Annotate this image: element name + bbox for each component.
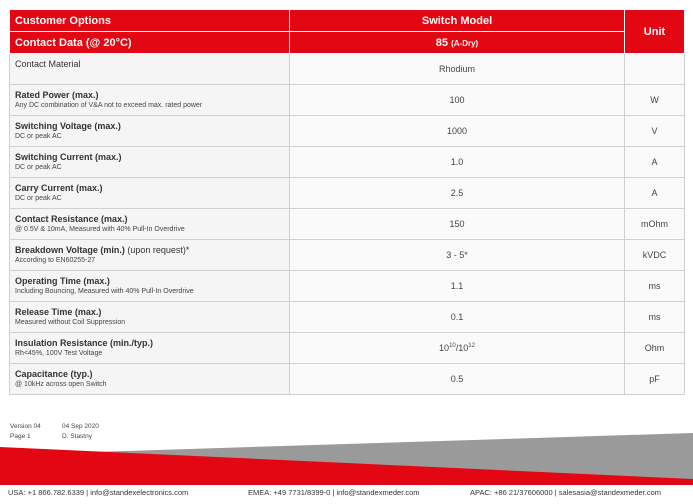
param-cell: Rated Power (max.) Any DC combination of… — [9, 84, 290, 116]
param-note: @ 10kHz across open Switch — [15, 381, 107, 388]
param-name-extra: (upon request)* — [124, 245, 190, 255]
customer-options-header: Customer Options — [9, 9, 290, 32]
table-row: Carry Current (max.) DC or peak AC 2.5 A — [9, 177, 685, 209]
value-cell: 1.1 — [289, 270, 625, 302]
param-name: Contact Resistance (max.) — [15, 214, 128, 224]
param-cell: Release Time (max.) Measured without Coi… — [9, 301, 290, 333]
param-name: Rated Power (max.) — [15, 90, 99, 100]
param-note: Including Bouncing, Measured with 40% Pu… — [15, 288, 194, 295]
value-base: 10 — [439, 343, 450, 353]
param-name: Carry Current (max.) — [15, 183, 103, 193]
param-note: @ 0.5V & 10mA, Measured with 40% Pull-In… — [15, 226, 185, 233]
table-row: Breakdown Voltage (min.) (upon request)*… — [9, 239, 685, 271]
table-row: Switching Voltage (max.) DC or peak AC 1… — [9, 115, 685, 147]
param-note: DC or peak AC — [15, 195, 62, 202]
unit-cell — [624, 53, 685, 85]
param-name: Release Time (max.) — [15, 307, 102, 317]
table-row: Contact Material Rhodium — [9, 53, 685, 85]
param-cell: Capacitance (typ.) @ 10kHz across open S… — [9, 363, 290, 395]
value-cell: 1010/1012 — [289, 332, 625, 364]
contact-data-header: Contact Data (@ 20°C) — [9, 31, 290, 54]
value-cell: 2.5 — [289, 177, 625, 209]
banner-red-fill — [0, 463, 470, 485]
table-row: Operating Time (max.) Including Bouncing… — [9, 270, 685, 302]
param-cell: Breakdown Voltage (min.) (upon request)*… — [9, 239, 290, 271]
table-row: Release Time (max.) Measured without Coi… — [9, 301, 685, 333]
value-cell: 1000 — [289, 115, 625, 147]
contact-emea: EMEA: +49 7731/8399-0 | info@standexmede… — [248, 488, 420, 497]
unit-cell: A — [624, 177, 685, 209]
page-label: Page 1 — [10, 433, 31, 440]
table-row: Insulation Resistance (min./typ.) Rh<45%… — [9, 332, 685, 364]
param-cell: Insulation Resistance (min./typ.) Rh<45%… — [9, 332, 290, 364]
model-number: 85 — [435, 36, 449, 49]
param-cell: Switching Current (max.) DC or peak AC — [9, 146, 290, 178]
value-cell: Rhodium — [289, 53, 625, 85]
unit-cell: ms — [624, 301, 685, 333]
param-cell: Carry Current (max.) DC or peak AC — [9, 177, 290, 209]
value-exponent: 10 — [449, 343, 456, 349]
table-row: Switching Current (max.) DC or peak AC 1… — [9, 146, 685, 178]
unit-cell: ms — [624, 270, 685, 302]
param-cell: Switching Voltage (max.) DC or peak AC — [9, 115, 290, 147]
author: D. Stastny — [62, 433, 92, 440]
param-name-wrap: Breakdown Voltage (min.) (upon request)* — [15, 244, 289, 256]
table-row: Capacitance (typ.) @ 10kHz across open S… — [9, 363, 685, 395]
param-cell: Contact Material — [9, 53, 290, 85]
param-cell: Operating Time (max.) Including Bouncing… — [9, 270, 290, 302]
document-meta: Version 04 04 Sep 2020 Page 1 D. Stastny — [10, 422, 99, 442]
version-label: Version 04 — [10, 423, 41, 430]
unit-cell: V — [624, 115, 685, 147]
unit-cell: A — [624, 146, 685, 178]
unit-cell: pF — [624, 363, 685, 395]
value-cell: 0.1 — [289, 301, 625, 333]
value-cell: 3 - 5* — [289, 239, 625, 271]
unit-cell: Ohm — [624, 332, 685, 364]
param-note: Measured without Coil Suppression — [15, 319, 126, 326]
value-exponent: 12 — [468, 343, 475, 349]
param-name: Switching Voltage (max.) — [15, 121, 121, 131]
param-name: Contact Material — [15, 59, 81, 69]
param-name: Operating Time (max.) — [15, 276, 110, 286]
param-cell: Contact Resistance (max.) @ 0.5V & 10mA,… — [9, 208, 290, 240]
table-row: Rated Power (max.) Any DC combination of… — [9, 84, 685, 116]
model-variant: (A-Dry) — [451, 38, 479, 48]
param-note: DC or peak AC — [15, 133, 62, 140]
unit-cell: kVDC — [624, 239, 685, 271]
contact-usa: USA: +1 866.782.6339 | info@standexelect… — [8, 488, 189, 497]
unit-header: Unit — [624, 9, 685, 54]
header-row: Customer Options Switch Model Unit — [9, 9, 685, 54]
param-name: Switching Current (max.) — [15, 152, 122, 162]
param-note: According to EN60255-27 — [15, 257, 96, 264]
value-cell: 1.0 — [289, 146, 625, 178]
unit-cell: mOhm — [624, 208, 685, 240]
value-cell: 0.5 — [289, 363, 625, 395]
param-note: DC or peak AC — [15, 164, 62, 171]
unit-cell: W — [624, 84, 685, 116]
footer-banner — [0, 433, 693, 485]
spec-table: Customer Options Switch Model Unit Conta… — [9, 9, 685, 395]
table-row: Contact Resistance (max.) @ 0.5V & 10mA,… — [9, 208, 685, 240]
switch-model-header: Switch Model — [289, 9, 625, 32]
param-note: Any DC combination of V&A not to exceed … — [15, 102, 203, 109]
param-name: Insulation Resistance (min./typ.) — [15, 338, 154, 348]
model-header: 85 (A-Dry) — [289, 31, 625, 54]
value-separator: /10 — [455, 343, 469, 353]
param-name: Capacitance (typ.) — [15, 369, 93, 379]
param-note: Rh<45%, 100V Test Voltage — [15, 350, 103, 357]
value-cell: 150 — [289, 208, 625, 240]
param-name: Breakdown Voltage (min.) — [15, 245, 125, 255]
value-cell: 100 — [289, 84, 625, 116]
contact-data-row: Contact Data (@ 20°C) 85 (A-Dry) — [9, 31, 685, 54]
contact-apac: APAC: +86 21/37606000 | salesasia@stande… — [470, 488, 661, 497]
version-date: 04 Sep 2020 — [62, 423, 99, 430]
